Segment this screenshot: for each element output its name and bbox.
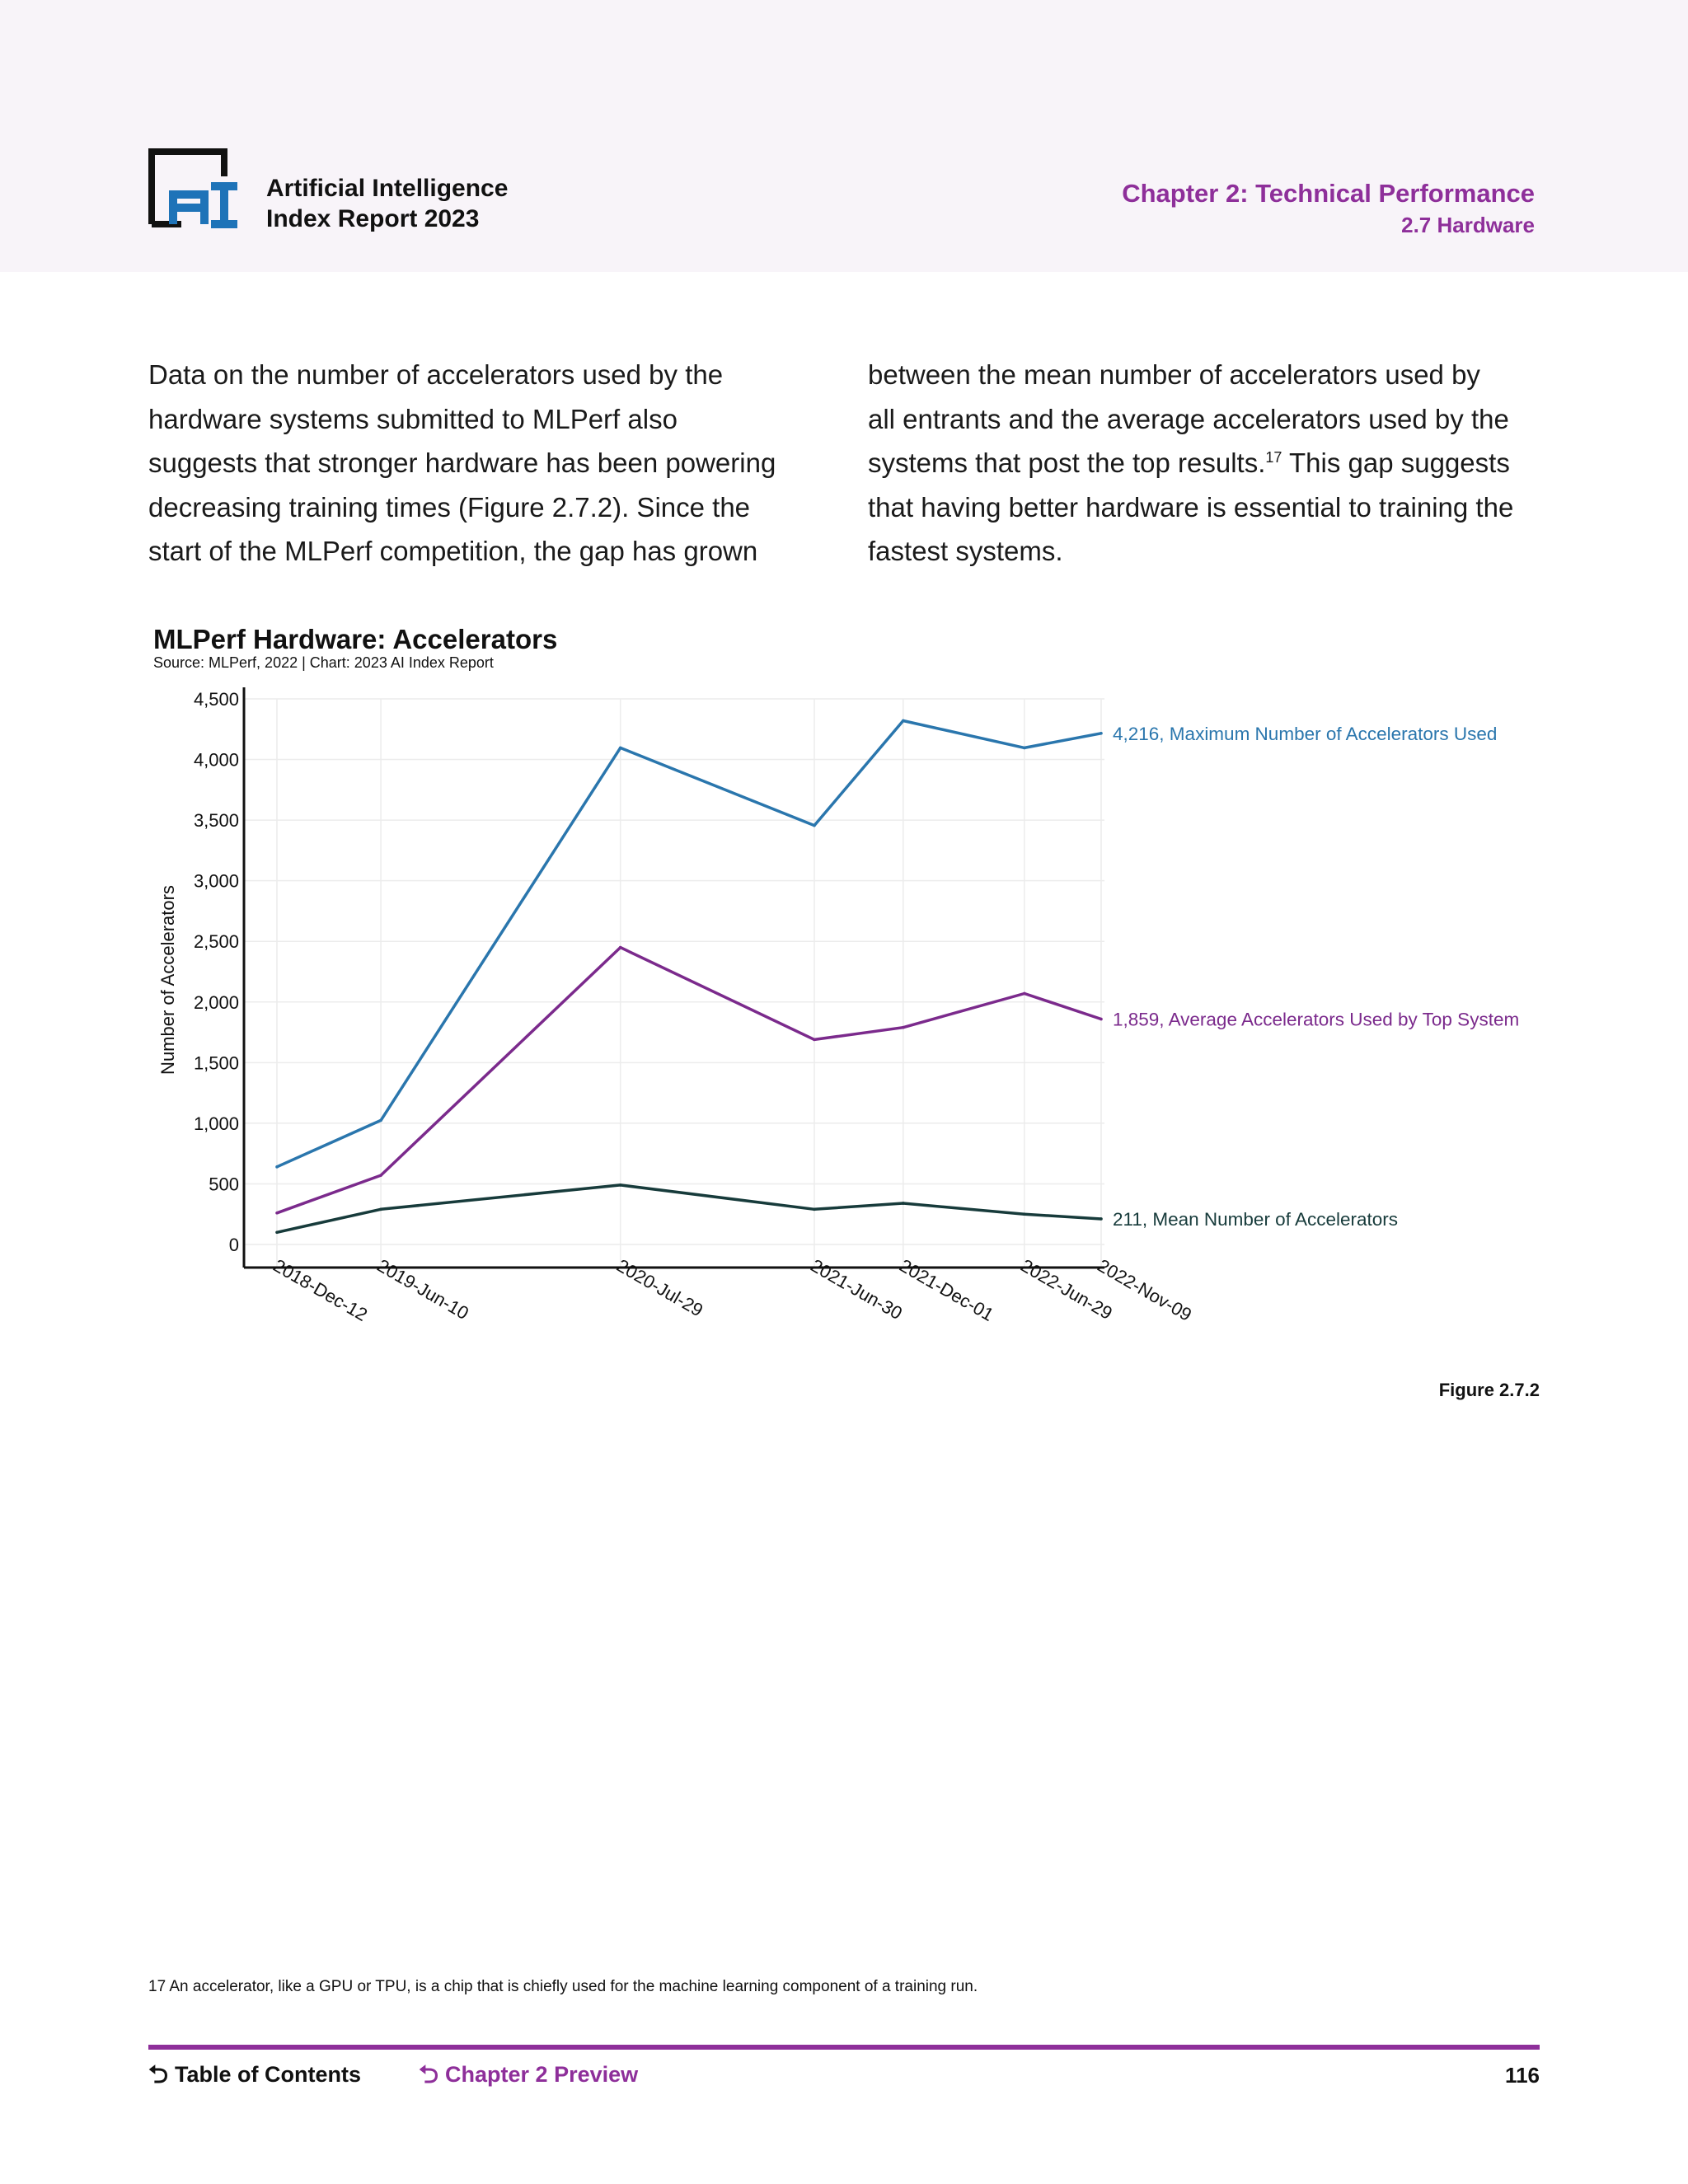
series-line-1: [276, 945, 1102, 1215]
data-point: [618, 746, 622, 750]
x-tick-label: 2020-Jul-29: [613, 1255, 706, 1321]
chapter-preview-link[interactable]: ⮌ Chapter 2 Preview: [419, 2062, 638, 2088]
report-title-line1: Artificial Intelligence: [266, 175, 509, 202]
chart-axes: Number of Accelerators: [157, 687, 1104, 1269]
data-point: [813, 1038, 816, 1042]
chart-grid: [244, 698, 1104, 1268]
body-line: hardware systems submitted to MLPerf als…: [148, 403, 678, 434]
section-title: 2.7 Hardware: [1401, 213, 1535, 237]
body-line: fastest systems.: [868, 536, 1063, 566]
x-tick-label: 2021-Dec-01: [896, 1255, 997, 1325]
series-end-label: 4,216, Maximum Number of Accelerators Us…: [1113, 724, 1497, 744]
page-number: 116: [1505, 2063, 1540, 2088]
body-line: Data on the number of accelerators used …: [148, 359, 724, 390]
line-chart: Number of Accelerators 0 500 1,000 1,500 2,0…: [157, 687, 1519, 1325]
body-line: all entrants and the average accelerator…: [868, 403, 1509, 434]
body-line: decreasing training times (Figure 2.7.2)…: [148, 491, 751, 523]
y-tick-label: 4,500: [194, 689, 239, 710]
y-tick-label: 0: [229, 1235, 239, 1255]
data-point: [275, 1165, 279, 1169]
x-tick-label: 2019-Jun-10: [374, 1255, 472, 1324]
preview-label: Chapter 2 Preview: [445, 2062, 639, 2087]
series-line-0: [276, 719, 1102, 1169]
x-tick-label: 2021-Jun-30: [807, 1255, 905, 1324]
data-point: [618, 945, 622, 949]
body-line-tail: This gap suggests: [1282, 448, 1510, 478]
data-point: [813, 1207, 816, 1212]
body-line: start of the MLPerf competition, the gap…: [148, 536, 758, 566]
data-point: [1100, 731, 1103, 735]
series-line-2: [276, 1183, 1102, 1235]
chapter-title: Chapter 2: Technical Performance: [1122, 179, 1535, 208]
report-title: Artificial Intelligence Index Report 202…: [266, 173, 508, 234]
chart-title: MLPerf Hardware: Accelerators: [153, 624, 558, 654]
toc-label: Table of Contents: [175, 2062, 362, 2087]
data-point: [1023, 746, 1026, 750]
series-end-label: 1,859, Average Accelerators Used by Top …: [1113, 1010, 1519, 1030]
data-point: [1023, 1212, 1026, 1216]
page-header: Artificial Intelligence Index Report 202…: [0, 0, 1688, 272]
y-tick-label: 2,500: [194, 931, 239, 952]
chart-ticks: 0 500 1,000 1,500 2,000 2,500 3,000 3,500 4,000 4…: [194, 689, 1195, 1325]
body-line: suggests that stronger hardware has been…: [148, 448, 776, 478]
return-arrow-icon: ⮌: [148, 2060, 169, 2088]
x-tick-label: 2018-Dec-12: [270, 1255, 372, 1325]
data-point: [275, 1230, 279, 1235]
return-arrow-icon: ⮌: [419, 2060, 439, 2088]
y-tick-label: 3,500: [194, 810, 239, 831]
figure-label: Figure 2.7.2: [1438, 1380, 1540, 1400]
data-point: [618, 1183, 622, 1187]
chart-source: Source: MLPerf, 2022 | Chart: 2023 AI In…: [153, 654, 494, 671]
footer-divider: [148, 2045, 1540, 2050]
ai-index-logo: [148, 148, 237, 228]
footnote-ref-17[interactable]: 17: [1265, 449, 1282, 466]
report-title-line2: Index Report 2023: [266, 205, 480, 232]
y-tick-label: 3,000: [194, 871, 239, 892]
body-line-with-footnote: systems that post the top results.17 Thi…: [868, 441, 1519, 485]
chapter-heading: Chapter 2: Technical Performance 2.7 Har…: [1122, 177, 1535, 240]
y-tick-label: 2,000: [194, 992, 239, 1013]
y-tick-label: 1,500: [194, 1052, 239, 1073]
data-point: [902, 1025, 905, 1029]
body-text-left: Data on the number of accelerators used …: [148, 353, 799, 574]
data-point: [379, 1174, 382, 1177]
data-point: [379, 1207, 382, 1212]
data-point: [1100, 1217, 1103, 1221]
body-line: between the mean number of accelerators …: [868, 359, 1480, 390]
y-axis-label: Number of Accelerators: [157, 885, 178, 1075]
chart-end-labels: 4,216, Maximum Number of Accelerators Us…: [1113, 724, 1519, 1230]
data-point: [902, 1202, 905, 1205]
data-point: [1023, 991, 1026, 996]
data-point: [902, 719, 905, 723]
y-tick-label: 1,000: [194, 1113, 239, 1134]
body-text-right: between the mean number of accelerators …: [868, 353, 1519, 574]
body-line: that having better hardware is essential…: [868, 491, 1514, 523]
table-of-contents-link[interactable]: ⮌ Table of Contents: [148, 2062, 361, 2088]
y-tick-label: 500: [209, 1174, 239, 1194]
series-end-label: 211, Mean Number of Accelerators: [1113, 1209, 1398, 1230]
data-point: [813, 823, 816, 827]
body-line-text: systems that post the top results.: [868, 448, 1266, 478]
footnote: 17 An accelerator, like a GPU or TPU, is…: [148, 1978, 978, 1995]
data-point: [275, 1211, 279, 1215]
data-point: [1100, 1017, 1103, 1021]
chart-series: [275, 719, 1103, 1235]
data-point: [379, 1118, 382, 1122]
y-tick-label: 4,000: [194, 750, 239, 771]
